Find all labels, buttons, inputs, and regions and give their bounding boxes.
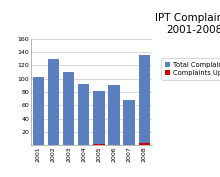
Bar bbox=[63, 72, 74, 145]
Bar bbox=[108, 85, 120, 145]
Bar bbox=[48, 59, 59, 145]
Legend: Total Complaints, Complaints Upheld: Total Complaints, Complaints Upheld bbox=[161, 58, 220, 79]
Bar bbox=[93, 144, 104, 145]
Bar bbox=[139, 55, 150, 145]
Bar bbox=[33, 78, 44, 145]
Bar bbox=[123, 100, 135, 145]
Bar bbox=[78, 84, 89, 145]
Bar bbox=[139, 143, 150, 145]
Bar bbox=[93, 91, 104, 145]
Title: IPT Complaints
2001-2008: IPT Complaints 2001-2008 bbox=[155, 13, 220, 35]
